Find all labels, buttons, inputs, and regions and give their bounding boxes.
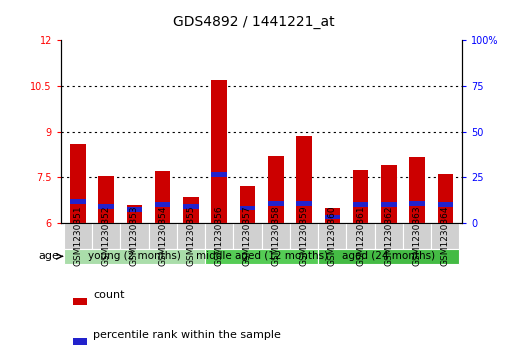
Bar bbox=[126, 205, 142, 223]
Text: GSM1230362: GSM1230362 bbox=[384, 205, 393, 266]
Text: percentile rank within the sample: percentile rank within the sample bbox=[93, 330, 281, 340]
Text: GDS4892 / 1441221_at: GDS4892 / 1441221_at bbox=[173, 15, 335, 29]
Text: GSM1230352: GSM1230352 bbox=[102, 205, 111, 266]
Text: aged (24 months): aged (24 months) bbox=[342, 251, 435, 261]
Bar bbox=[183, 204, 199, 209]
Text: GSM1230353: GSM1230353 bbox=[130, 205, 139, 266]
Bar bbox=[73, 298, 87, 305]
Bar bbox=[148, 223, 177, 249]
Bar bbox=[325, 215, 340, 219]
Text: GSM1230355: GSM1230355 bbox=[186, 205, 196, 266]
Bar bbox=[409, 201, 425, 205]
Bar bbox=[346, 223, 375, 249]
Bar bbox=[64, 223, 92, 249]
Text: age: age bbox=[39, 251, 59, 261]
Text: middle aged (12 months): middle aged (12 months) bbox=[196, 251, 328, 261]
Bar bbox=[70, 144, 86, 223]
Bar bbox=[211, 79, 227, 223]
Bar bbox=[437, 203, 453, 207]
Bar bbox=[318, 249, 459, 264]
Bar bbox=[99, 204, 114, 209]
Bar bbox=[375, 223, 403, 249]
Text: GSM1230360: GSM1230360 bbox=[328, 205, 337, 266]
Bar bbox=[233, 223, 262, 249]
Bar bbox=[296, 201, 312, 205]
Bar bbox=[403, 223, 431, 249]
Bar bbox=[381, 203, 397, 207]
Bar bbox=[290, 223, 318, 249]
Bar bbox=[353, 203, 368, 207]
Text: GSM1230358: GSM1230358 bbox=[271, 205, 280, 266]
Bar bbox=[126, 207, 142, 212]
Text: GSM1230361: GSM1230361 bbox=[356, 205, 365, 266]
Text: GSM1230363: GSM1230363 bbox=[412, 205, 422, 266]
Bar bbox=[268, 201, 283, 205]
Bar bbox=[262, 223, 290, 249]
Bar bbox=[268, 156, 283, 223]
Bar bbox=[64, 249, 205, 264]
Text: GSM1230357: GSM1230357 bbox=[243, 205, 252, 266]
Bar bbox=[353, 170, 368, 223]
Bar bbox=[205, 223, 233, 249]
Bar bbox=[120, 223, 148, 249]
Bar bbox=[205, 249, 318, 264]
Text: GSM1230364: GSM1230364 bbox=[441, 205, 450, 266]
Bar bbox=[325, 208, 340, 223]
Bar bbox=[211, 172, 227, 176]
Bar bbox=[183, 197, 199, 223]
Text: count: count bbox=[93, 290, 124, 300]
Bar bbox=[155, 171, 171, 223]
Bar bbox=[437, 174, 453, 223]
Bar bbox=[70, 199, 86, 204]
Bar bbox=[240, 187, 255, 223]
Text: GSM1230356: GSM1230356 bbox=[215, 205, 224, 266]
Bar bbox=[99, 176, 114, 223]
Bar bbox=[155, 203, 171, 207]
Bar bbox=[92, 223, 120, 249]
Bar bbox=[409, 158, 425, 223]
Bar bbox=[431, 223, 459, 249]
Bar bbox=[296, 136, 312, 223]
Bar bbox=[177, 223, 205, 249]
Bar bbox=[318, 223, 346, 249]
Text: young (2 months): young (2 months) bbox=[88, 251, 181, 261]
Text: GSM1230351: GSM1230351 bbox=[74, 205, 82, 266]
Text: GSM1230354: GSM1230354 bbox=[158, 205, 167, 266]
Text: GSM1230359: GSM1230359 bbox=[300, 205, 308, 266]
Bar bbox=[240, 205, 255, 210]
Bar bbox=[381, 165, 397, 223]
Bar bbox=[73, 338, 87, 345]
